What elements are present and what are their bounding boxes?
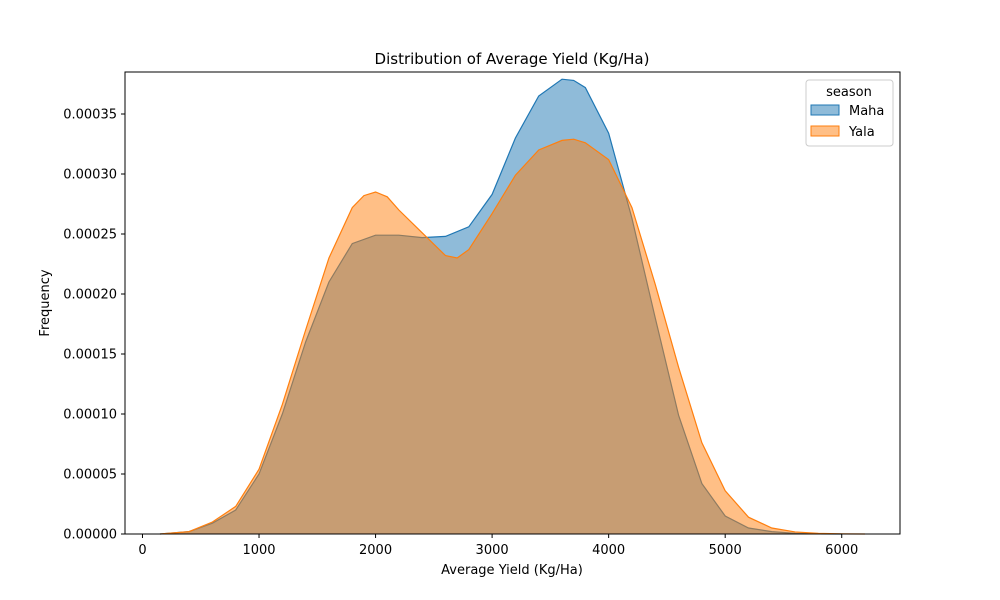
legend-swatch-yala [810, 125, 840, 137]
x-tick-label: 1000 [242, 543, 275, 558]
y-tick-label: 0.00030 [63, 168, 117, 183]
x-axis: 0 1000 2000 3000 4000 5000 6000 [138, 534, 858, 558]
legend-title: season [826, 85, 872, 100]
legend-swatch-maha [810, 104, 840, 116]
y-tick-label: 0.00035 [63, 108, 117, 123]
x-axis-label: Average Yield (Kg/Ha) [441, 563, 583, 578]
plot-frame [124, 71, 901, 535]
y-axis-label: Frequency [38, 269, 53, 336]
x-tick-label: 5000 [709, 543, 742, 558]
legend: season Maha Yala [805, 79, 894, 147]
y-tick-label: 0.00000 [63, 528, 117, 543]
y-tick-label: 0.00015 [63, 348, 117, 363]
legend-label-maha: Maha [849, 104, 884, 119]
legend-label-yala: Yala [848, 125, 875, 140]
series-areas [159, 78, 866, 535]
x-tick-label: 4000 [592, 543, 625, 558]
x-tick-label: 6000 [825, 543, 858, 558]
x-tick-label: 3000 [476, 543, 509, 558]
y-tick-label: 0.00020 [63, 288, 117, 303]
series-line-yala [159, 138, 866, 535]
chart-title: Distribution of Average Yield (Kg/Ha) [375, 50, 650, 68]
x-tick-label: 2000 [359, 543, 392, 558]
series-area-yala [159, 139, 866, 534]
y-tick-label: 0.00010 [63, 408, 117, 423]
y-tick-label: 0.00005 [63, 468, 117, 483]
x-tick-label: 0 [138, 543, 146, 558]
y-axis: 0.00000 0.00005 0.00010 0.00015 0.00020 0.000… [63, 108, 125, 543]
y-tick-label: 0.00025 [63, 228, 117, 243]
